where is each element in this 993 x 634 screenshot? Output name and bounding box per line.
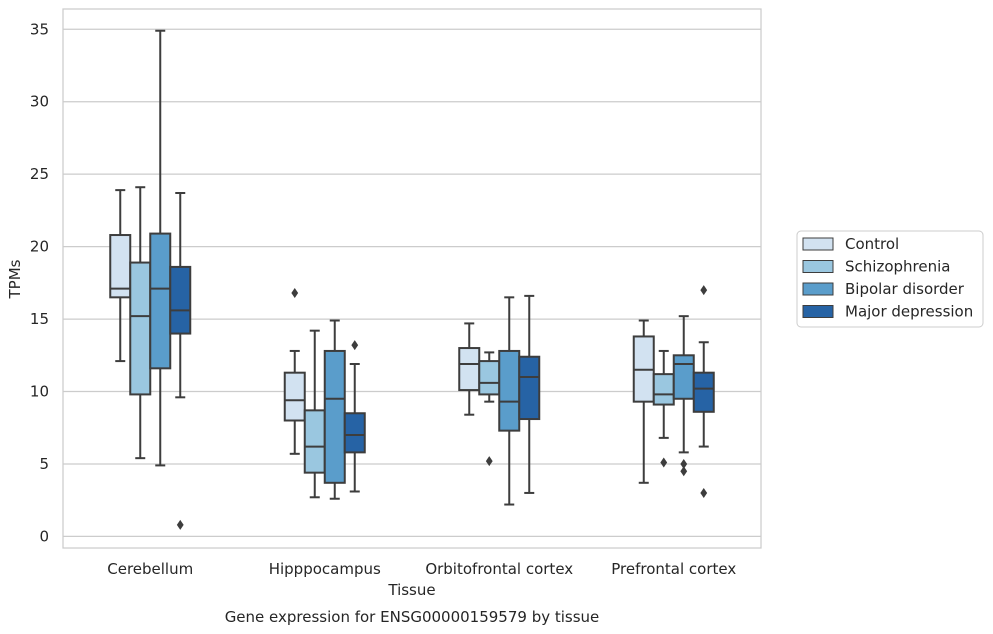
box-prefrontal-cortex-bipolar-disorder-outlier-0 bbox=[680, 458, 688, 469]
box-cerebellum-schizophrenia bbox=[129, 186, 152, 460]
box-orbitofrontal-cortex-schizophrenia-outlier-0 bbox=[485, 456, 493, 467]
y-tick-label-5: 5 bbox=[39, 455, 49, 473]
box-orbitofrontal-cortex-schizophrenia-iqr bbox=[478, 360, 501, 396]
box-orbitofrontal-cortex-bipolar-disorder bbox=[498, 296, 521, 506]
box-prefrontal-cortex-schizophrenia-outlier-0 bbox=[660, 457, 668, 468]
y-tick-labels: 0 5 10 15 20 25 30 35 bbox=[30, 20, 49, 545]
box-hipppocampus-schizophrenia-iqr bbox=[303, 409, 326, 474]
y-tick-label-15: 15 bbox=[30, 310, 49, 328]
x-axis-title: Tissue bbox=[387, 581, 435, 599]
box-cerebellum-control bbox=[109, 189, 132, 363]
box-orbitofrontal-cortex-control bbox=[458, 322, 481, 416]
y-tick-label-30: 30 bbox=[30, 93, 49, 111]
legend-item-schizophrenia-swatch bbox=[802, 260, 834, 273]
plot-frame bbox=[62, 8, 762, 549]
legend-item-major-depression-swatch bbox=[802, 305, 834, 318]
box-prefrontal-cortex-major-depression-iqr bbox=[692, 371, 715, 413]
box-hipppocampus-control-outlier-0 bbox=[291, 287, 299, 298]
legend-item-bipolar-disorder-label: Bipolar disorder bbox=[845, 280, 965, 298]
box-hipppocampus-control bbox=[283, 287, 306, 455]
box-hipppocampus-bipolar-disorder bbox=[323, 319, 346, 500]
y-tick-label-35: 35 bbox=[30, 20, 49, 38]
legend-item-schizophrenia: Schizophrenia bbox=[802, 258, 950, 276]
y-tick-label-20: 20 bbox=[30, 238, 49, 256]
x-tick-labels: Cerebellum Hipppocampus Orbitofrontal cort… bbox=[107, 560, 736, 578]
box-hipppocampus-major-depression bbox=[343, 340, 366, 493]
box-prefrontal-cortex-bipolar-disorder bbox=[672, 315, 695, 477]
box-prefrontal-cortex-major-depression-outlier-1 bbox=[700, 487, 708, 498]
box-cerebellum-schizophrenia-iqr bbox=[129, 261, 152, 396]
box-orbitofrontal-cortex-schizophrenia bbox=[478, 351, 501, 467]
legend: Control Schizophrenia Bipolar disorder Majo… bbox=[796, 230, 984, 328]
box-prefrontal-cortex-major-depression-outlier-0 bbox=[700, 285, 708, 296]
box-prefrontal-cortex-major-depression bbox=[692, 285, 715, 498]
boxes-layer bbox=[109, 29, 715, 530]
box-orbitofrontal-cortex-control-iqr bbox=[458, 347, 481, 392]
x-tick-label-cerebellum: Cerebellum bbox=[107, 560, 193, 578]
box-prefrontal-cortex-bipolar-disorder-outlier-1 bbox=[680, 466, 688, 477]
box-cerebellum-bipolar-disorder-iqr bbox=[149, 232, 172, 370]
box-hipppocampus-control-iqr bbox=[283, 371, 306, 422]
box-cerebellum-bipolar-disorder bbox=[149, 29, 172, 467]
legend-item-major-depression-label: Major depression bbox=[845, 303, 973, 321]
y-tick-label-25: 25 bbox=[30, 165, 49, 183]
box-prefrontal-cortex-schizophrenia bbox=[652, 349, 675, 468]
x-tick-label-prefrontal-cortex: Prefrontal cortex bbox=[611, 560, 736, 578]
box-orbitofrontal-cortex-bipolar-disorder-iqr bbox=[498, 349, 521, 432]
legend-item-schizophrenia-label: Schizophrenia bbox=[845, 258, 950, 276]
box-prefrontal-cortex-schizophrenia-iqr bbox=[652, 373, 675, 406]
box-hipppocampus-major-depression-outlier-0 bbox=[351, 340, 359, 351]
legend-item-major-depression: Major depression bbox=[802, 303, 973, 321]
legend-item-control-swatch bbox=[802, 237, 834, 251]
legend-item-bipolar-disorder: Bipolar disorder bbox=[802, 280, 965, 298]
chart-caption: Gene expression for ENSG00000159579 by t… bbox=[225, 608, 600, 626]
y-axis-title: TPMs bbox=[6, 259, 24, 299]
box-hipppocampus-bipolar-disorder-iqr bbox=[323, 349, 346, 484]
box-hipppocampus-schizophrenia bbox=[303, 329, 326, 499]
legend-item-control: Control bbox=[802, 235, 899, 253]
x-tick-label-orbitofrontal-cortex: Orbitofrontal cortex bbox=[425, 560, 573, 578]
legend-item-control-label: Control bbox=[845, 235, 899, 253]
box-cerebellum-major-depression bbox=[169, 192, 192, 530]
box-orbitofrontal-cortex-major-depression bbox=[518, 294, 541, 494]
legend-item-bipolar-disorder-swatch bbox=[802, 282, 834, 296]
box-prefrontal-cortex-bipolar-disorder-iqr bbox=[672, 354, 695, 400]
box-prefrontal-cortex-control bbox=[632, 319, 655, 484]
box-hipppocampus-major-depression-iqr bbox=[343, 412, 366, 454]
legend-frame bbox=[796, 230, 984, 328]
y-tick-label-0: 0 bbox=[39, 527, 49, 545]
box-cerebellum-major-depression-outlier-0 bbox=[176, 519, 184, 530]
box-orbitofrontal-cortex-major-depression-iqr bbox=[518, 355, 541, 421]
x-tick-label-hipppocampus: Hipppocampus bbox=[269, 560, 381, 578]
box-cerebellum-major-depression-iqr bbox=[169, 265, 192, 335]
y-tick-label-10: 10 bbox=[30, 383, 49, 401]
